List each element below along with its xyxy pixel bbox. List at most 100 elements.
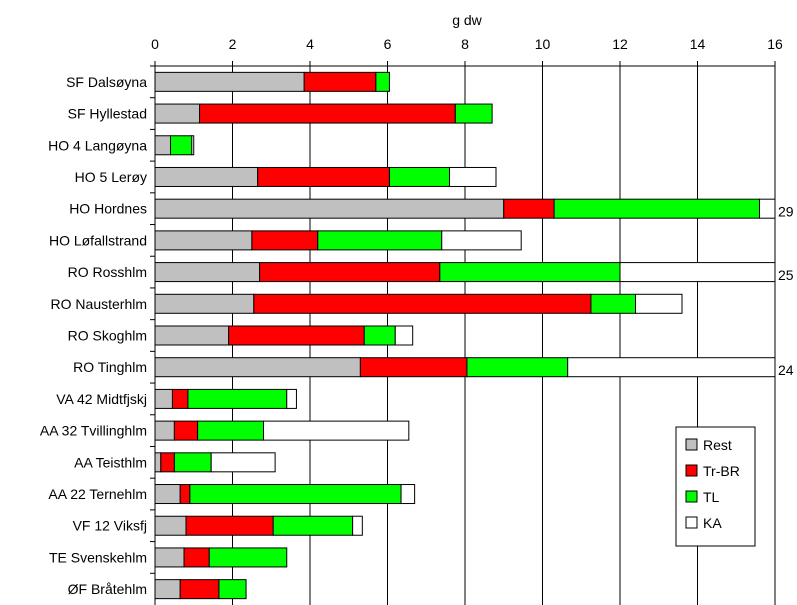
bar-segment-tl [553, 198, 760, 219]
x-tick-label: 16 [767, 36, 783, 52]
bar-segment-rest [154, 420, 175, 441]
bar-segment-ka [400, 484, 416, 505]
bar-segment-tr-br [179, 484, 191, 505]
category-label: SF Dalsøyna [66, 74, 147, 90]
x-tick-label: 6 [384, 36, 392, 52]
bar-segment-rest [154, 388, 173, 409]
bar-segment-tr-br [259, 262, 441, 283]
x-tick-label: 4 [306, 36, 314, 52]
overflow-labels: 29 25 24 [778, 204, 794, 379]
legend: Rest Tr-BR TL KA [675, 426, 756, 547]
bar-segment-rest [154, 452, 162, 473]
bar-segment-tr-br [179, 579, 220, 600]
bar-segment-ka [449, 166, 497, 187]
bar-segment-rest [154, 547, 185, 568]
bar-segment-rest [154, 325, 230, 346]
bar-segment-rest [154, 230, 253, 251]
x-tick-label: 10 [535, 36, 551, 52]
bar-segment-tl [454, 103, 493, 124]
bar-segment-tr-br [251, 230, 319, 251]
category-label: AA 32 Tvillinghlm [40, 423, 147, 439]
category-label: HO 4 Langøyna [48, 137, 147, 153]
bar-segment-rest [154, 484, 181, 505]
bar-segment-tr-br [173, 420, 199, 441]
category-label: RO Tinghlm [73, 359, 147, 375]
bar-segment-tr-br [257, 166, 390, 187]
bar-segment-rest [154, 71, 305, 92]
bar-segment-tr-br [228, 325, 365, 346]
bar-segment-tl [218, 579, 247, 600]
legend-swatch [685, 490, 698, 503]
bar-segment-tl [170, 135, 193, 156]
x-tick-labels: 0 2 4 6 8 10 12 14 16 [151, 36, 783, 52]
category-label: SF Hyllestad [68, 106, 147, 122]
x-tick-label: 12 [612, 36, 628, 52]
bar-segment-tr-br [171, 388, 189, 409]
category-label: RO Nausterhlm [51, 296, 147, 312]
bar-segment-tl [208, 547, 288, 568]
category-label: VA 42 Midtfjskj [56, 391, 147, 407]
bar-segment-ka [759, 198, 776, 219]
bar-segment-tr-br [185, 515, 274, 536]
bar-segment-rest [154, 293, 255, 314]
bar-segment-ka [441, 230, 522, 251]
bars [154, 71, 776, 600]
bar-segment-ka [210, 452, 276, 473]
bar-segment-tl [272, 515, 354, 536]
overflow-value-label: 29 [778, 204, 794, 220]
bar-segment-ka [394, 325, 414, 346]
legend-label: Tr-BR [703, 463, 740, 479]
bar-segment-tl [187, 388, 288, 409]
overflow-value-label: 25 [778, 267, 794, 283]
x-tick-label: 0 [151, 36, 159, 52]
axes [150, 61, 776, 605]
bar-segment-ka [635, 293, 683, 314]
bar-segment-tl [189, 484, 402, 505]
bar-segment-tl [317, 230, 443, 251]
bar-segment-ka [191, 135, 195, 156]
category-label: HO 5 Lerøy [75, 169, 147, 185]
category-label: AA 22 Ternehlm [48, 486, 147, 502]
category-label: AA Teisthlm [74, 454, 147, 470]
bar-segment-rest [154, 515, 187, 536]
category-label: HO Løfallstrand [49, 232, 147, 248]
x-tick-label: 8 [461, 36, 469, 52]
bar-segment-tr-br [199, 103, 456, 124]
bar-segment-ka [352, 515, 363, 536]
category-label: RO Rosshlm [68, 264, 147, 280]
bar-segment-tl [466, 357, 569, 378]
category-label: TE Svenskehlm [49, 549, 147, 565]
legend-label: KA [703, 515, 722, 531]
bar-segment-tl [363, 325, 396, 346]
bar-segment-tr-br [359, 357, 468, 378]
bar-segment-rest [154, 135, 171, 156]
bar-segment-tl [439, 262, 621, 283]
bar-segment-ka [567, 357, 776, 378]
bar-segment-ka [263, 420, 410, 441]
bar-segment-rest [154, 579, 181, 600]
bar-segment-rest [154, 198, 505, 219]
category-label: ØF Bråtehlm [68, 581, 147, 597]
bar-segment-tl [375, 71, 390, 92]
category-label: RO Skoghlm [68, 328, 147, 344]
bar-segment-tl [197, 420, 264, 441]
bar-segment-rest [154, 357, 361, 378]
legend-swatch [685, 516, 698, 529]
bar-segment-rest [154, 166, 259, 187]
bar-segment-tl [590, 293, 636, 314]
legend-label: Rest [703, 437, 732, 453]
legend-swatch [685, 464, 698, 477]
bar-segment-tr-br [160, 452, 175, 473]
bar-segment-ka [286, 388, 297, 409]
category-label: HO Hordnes [69, 201, 147, 217]
overflow-value-label: 24 [778, 362, 794, 378]
bar-segment-ka [619, 262, 776, 283]
legend-label: TL [703, 489, 720, 505]
bar-segment-tr-br [183, 547, 210, 568]
category-labels: SF Dalsøyna SF Hyllestad HO 4 Langøyna HO 5… [40, 74, 147, 597]
bar-segment-tr-br [303, 71, 377, 92]
bar-segment-rest [154, 103, 201, 124]
x-tick-label: 14 [690, 36, 706, 52]
bar-segment-tl [388, 166, 450, 187]
